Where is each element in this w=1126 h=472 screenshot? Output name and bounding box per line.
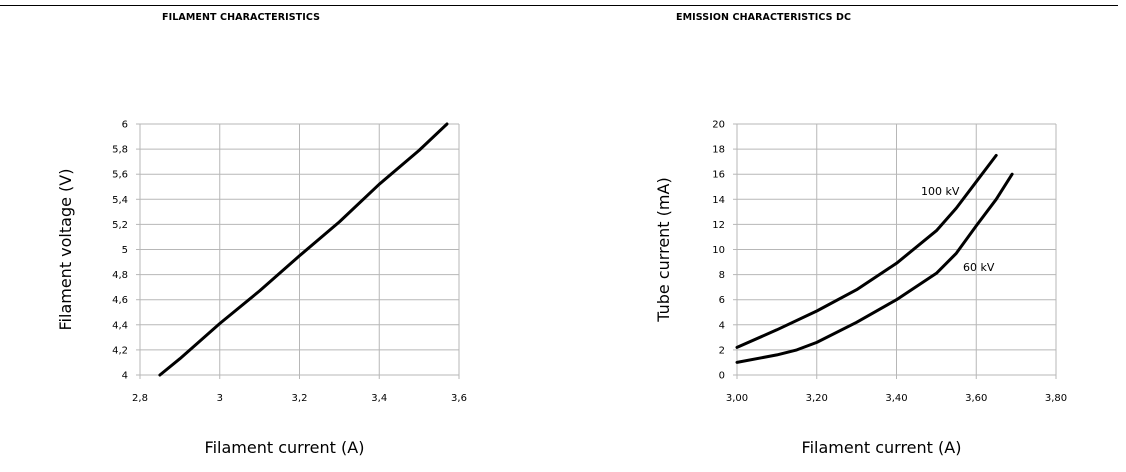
x-tick-label: 2,8 bbox=[132, 393, 148, 404]
emission-characteristics-title: EMISSION CHARACTERISTICS DC bbox=[676, 12, 852, 23]
y-tick-label: 4 bbox=[122, 371, 128, 382]
series-line bbox=[158, 122, 449, 377]
x-tick-label: 3,20 bbox=[806, 393, 828, 404]
x-axis-title: Filament current (A) bbox=[802, 438, 962, 457]
y-tick-label: 20 bbox=[712, 120, 725, 131]
y-tick-label: 4,4 bbox=[112, 320, 128, 331]
x-tick-label: 3,80 bbox=[1045, 393, 1067, 404]
y-tick-label: 4,6 bbox=[112, 295, 128, 306]
y-tick-label: 4,2 bbox=[112, 345, 128, 356]
y-tick-label: 18 bbox=[712, 145, 725, 156]
y-tick-label: 8 bbox=[719, 270, 725, 281]
series-label: 60 kV bbox=[963, 261, 995, 274]
y-tick-label: 16 bbox=[712, 170, 725, 181]
y-tick-label: 4,8 bbox=[112, 270, 128, 281]
top-rule bbox=[0, 5, 1118, 6]
x-tick-label: 3,2 bbox=[292, 393, 308, 404]
y-tick-label: 14 bbox=[712, 195, 725, 206]
y-axis-title: Tube current (mA) bbox=[654, 177, 673, 322]
y-tick-label: 5,6 bbox=[112, 170, 128, 181]
y-tick-label: 0 bbox=[719, 371, 725, 382]
y-tick-label: 5 bbox=[122, 245, 128, 256]
filament-characteristics-title: FILAMENT CHARACTERISTICS bbox=[162, 12, 321, 23]
x-tick-label: 3,60 bbox=[965, 393, 987, 404]
y-tick-label: 6 bbox=[122, 120, 128, 131]
y-tick-label: 4 bbox=[719, 320, 725, 331]
y-axis-title: Filament voltage (V) bbox=[56, 169, 75, 331]
x-tick-label: 3,40 bbox=[885, 393, 907, 404]
x-tick-label: 3 bbox=[217, 393, 223, 404]
x-tick-label: 3,4 bbox=[371, 393, 387, 404]
y-tick-label: 5,4 bbox=[112, 195, 128, 206]
series-line bbox=[735, 153, 998, 349]
series-label: 100 kV bbox=[921, 185, 960, 198]
y-tick-label: 5,8 bbox=[112, 145, 128, 156]
y-tick-label: 12 bbox=[712, 220, 725, 231]
x-axis-title: Filament current (A) bbox=[205, 438, 365, 457]
x-tick-label: 3,00 bbox=[726, 393, 748, 404]
y-tick-label: 6 bbox=[719, 295, 725, 306]
series-line bbox=[735, 172, 1014, 364]
y-tick-label: 10 bbox=[712, 245, 725, 256]
x-tick-label: 3,6 bbox=[451, 393, 467, 404]
y-tick-label: 2 bbox=[719, 345, 725, 356]
y-tick-label: 5,2 bbox=[112, 220, 128, 231]
